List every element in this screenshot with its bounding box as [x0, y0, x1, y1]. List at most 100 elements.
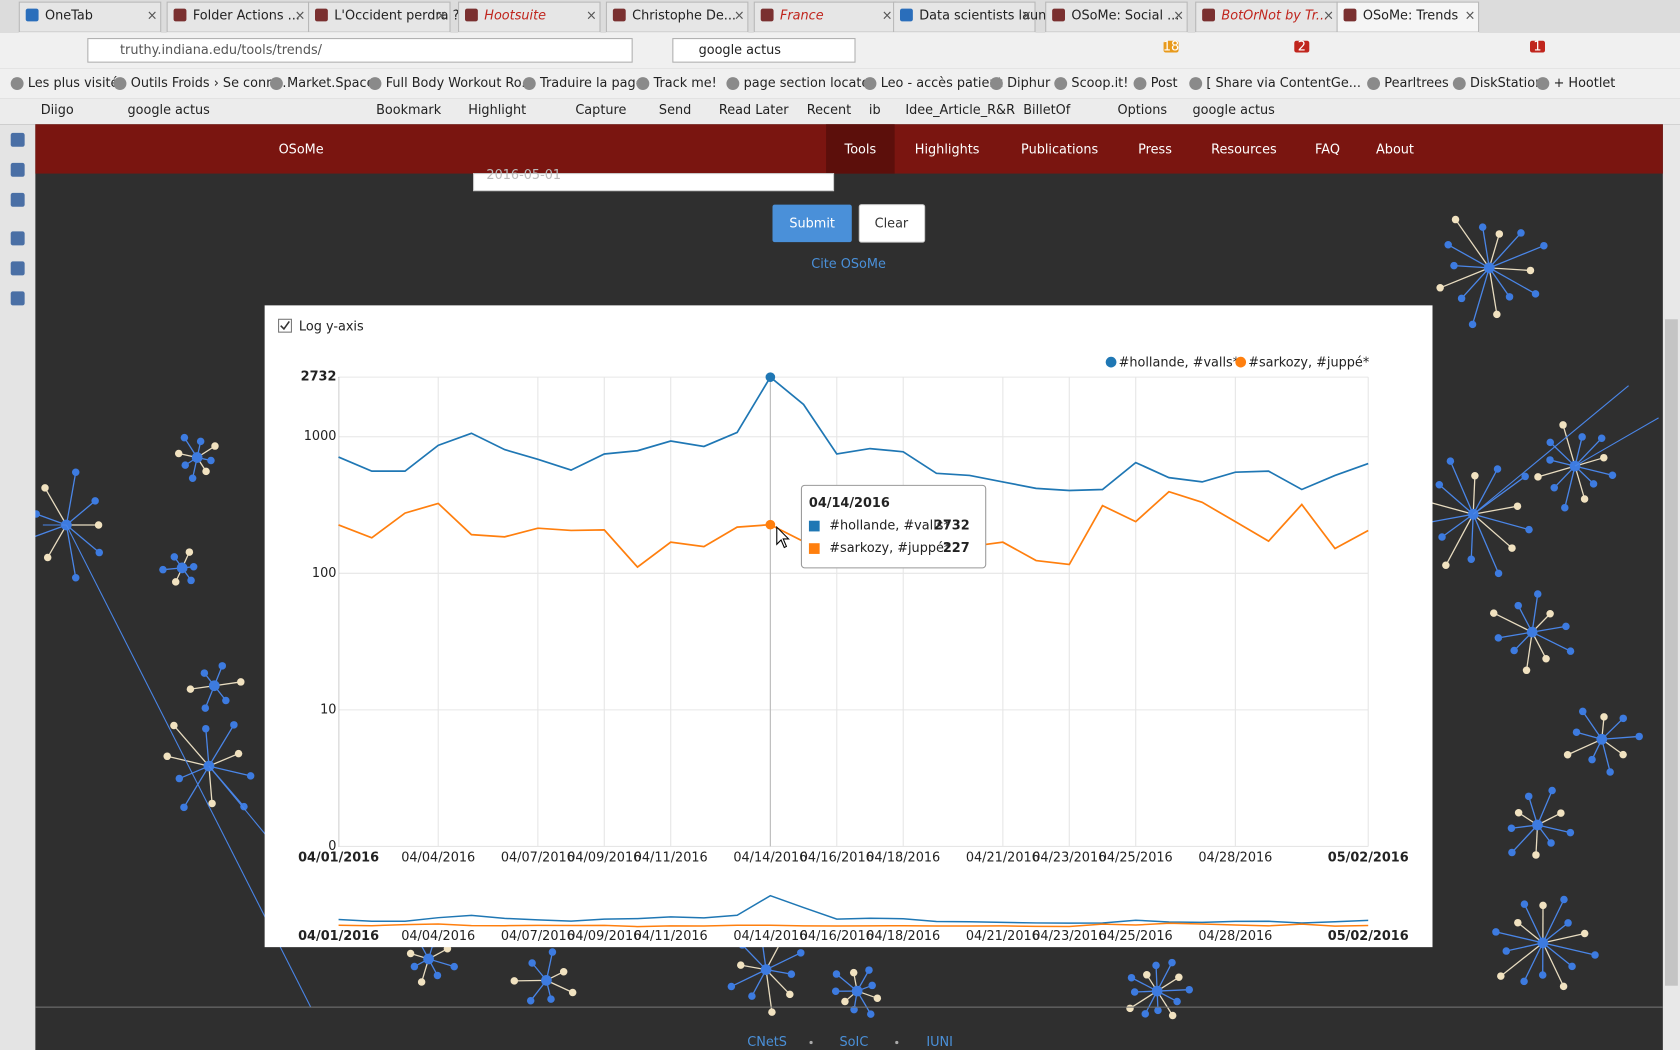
tab-title[interactable]: Data scientists laun...: [919, 9, 1058, 24]
bookmark[interactable]: Scoop.it!: [1071, 76, 1128, 91]
network-node: [171, 578, 180, 586]
nav-link[interactable]: Resources: [1211, 143, 1277, 158]
bookmark[interactable]: + Hootlet: [1554, 76, 1616, 91]
log-checkbox-label[interactable]: Log y-axis: [299, 319, 364, 334]
network-node: [163, 752, 171, 761]
bookmark[interactable]: Les plus visités: [28, 76, 126, 91]
network-node: [1468, 320, 1477, 329]
diigo-item[interactable]: Idee_Article_R&R: [905, 103, 1015, 118]
footer-link[interactable]: SoIC: [840, 1035, 869, 1050]
tab-title[interactable]: OSoMe: Trends: [1363, 9, 1459, 24]
side-icon[interactable]: [10, 162, 25, 177]
diigo-item[interactable]: Diigo: [41, 103, 74, 118]
footer-link[interactable]: CNetS: [747, 1035, 787, 1050]
diigo-item[interactable]: Highlight: [468, 103, 526, 118]
diigo-item[interactable]: BilletOf: [1023, 103, 1071, 118]
network-edge: [183, 765, 210, 808]
search-text[interactable]: google actus: [699, 43, 782, 58]
browser-tab[interactable]: [458, 1, 601, 33]
diigo-item[interactable]: Send: [659, 103, 691, 118]
tab-title[interactable]: BotOrNot by Tr...: [1221, 9, 1328, 24]
clear-label[interactable]: Clear: [875, 216, 909, 231]
diigo-item[interactable]: Bookmark: [376, 103, 442, 118]
url-text[interactable]: truthy.indiana.edu/tools/trends/: [120, 43, 323, 58]
side-icon[interactable]: [10, 261, 25, 276]
bookmark[interactable]: Market.Space: [287, 76, 374, 91]
tooltip-value: 227: [943, 541, 970, 556]
side-icon[interactable]: [10, 192, 25, 207]
bookmark[interactable]: Post: [1151, 76, 1178, 91]
log-checkbox[interactable]: [278, 318, 292, 333]
side-icon[interactable]: [10, 132, 25, 147]
diigo-item[interactable]: Recent: [807, 103, 851, 118]
network-edge: [1453, 264, 1490, 269]
tab-title[interactable]: Folder Actions ...: [193, 9, 300, 24]
submit-label[interactable]: Submit: [789, 216, 835, 231]
network-edge: [1523, 942, 1544, 982]
diigo-item[interactable]: Capture: [575, 103, 626, 118]
legend-swatch[interactable]: [1235, 356, 1247, 368]
bookmark[interactable]: Outils Froids › Se conn...: [131, 76, 287, 91]
nav-link[interactable]: About: [1376, 143, 1414, 158]
network-edge: [1542, 942, 1573, 967]
tab-title[interactable]: L'Occident perdra ?: [334, 9, 459, 24]
tab-close: ×: [295, 9, 306, 24]
tab-title[interactable]: France: [780, 9, 824, 24]
legend-label[interactable]: #hollande, #valls*: [1119, 356, 1240, 371]
bookmark[interactable]: Leo - accès patient: [881, 76, 1003, 91]
network-node: [180, 803, 188, 812]
footer-link[interactable]: IUNI: [926, 1035, 953, 1050]
network-edge: [66, 500, 96, 526]
diigo-item[interactable]: google actus: [127, 103, 210, 118]
diigo-item[interactable]: google actus: [1193, 103, 1276, 118]
network-node: [1580, 495, 1589, 503]
tab-title[interactable]: Christophe De...: [632, 9, 736, 24]
nav-link[interactable]: Tools: [844, 143, 877, 158]
x-tick-label: 05/02/2016: [1328, 851, 1409, 866]
diigo-item[interactable]: ib: [869, 103, 881, 118]
bookmark[interactable]: Diphur: [1007, 76, 1051, 91]
browser-tab[interactable]: [753, 1, 897, 33]
bookmark[interactable]: page section locator: [744, 76, 876, 91]
network-node: [450, 962, 458, 971]
bookmark[interactable]: DiskStation: [1470, 76, 1543, 91]
side-icon[interactable]: [10, 291, 25, 306]
cite-link[interactable]: Cite OSoMe: [811, 257, 886, 272]
badge: [1163, 40, 1179, 53]
nav-link[interactable]: Press: [1138, 143, 1172, 158]
search-bar[interactable]: [672, 38, 856, 63]
tooltip-name: #sarkozy, #juppé*: [829, 541, 951, 556]
tab-title[interactable]: OSoMe: Social ...: [1071, 9, 1179, 24]
legend-swatch[interactable]: [1105, 356, 1117, 368]
nav-link[interactable]: Publications: [1021, 143, 1098, 158]
nav-link[interactable]: Highlights: [915, 143, 980, 158]
browser-tab[interactable]: [18, 1, 162, 33]
date-input[interactable]: [473, 173, 835, 192]
network-node: [208, 799, 216, 808]
submit-button[interactable]: [772, 204, 852, 243]
bookmark-icon: [863, 77, 877, 90]
browser-tab[interactable]: [1045, 1, 1188, 33]
diigo-item[interactable]: Read Later: [719, 103, 789, 118]
network-node: [1561, 503, 1569, 512]
browser-tab[interactable]: [308, 1, 451, 33]
browser-tab[interactable]: [893, 1, 1036, 33]
clear-button[interactable]: [858, 204, 926, 243]
bookmark[interactable]: Track me!: [653, 76, 717, 91]
scroll-thumb[interactable]: [1665, 319, 1678, 986]
network-edge: [1449, 460, 1474, 515]
brand[interactable]: OSoMe: [279, 143, 324, 158]
tab-title[interactable]: OneTab: [45, 9, 93, 24]
url-bar[interactable]: [87, 38, 633, 63]
bookmark[interactable]: Full Body Workout Ro...: [386, 76, 534, 91]
diigo-item[interactable]: Options: [1118, 103, 1168, 118]
bookmark[interactable]: Traduire la page: [539, 76, 644, 91]
legend-label[interactable]: #sarkozy, #juppé*: [1248, 356, 1370, 371]
side-icon[interactable]: [10, 231, 25, 246]
network-edge: [1574, 465, 1613, 476]
bookmark[interactable]: [ Share via ContentGe...: [1206, 76, 1361, 91]
network-node: [867, 1010, 875, 1018]
tab-title[interactable]: Hootsuite: [484, 9, 546, 24]
bookmark[interactable]: Pearltrees: [1384, 76, 1449, 91]
nav-link[interactable]: FAQ: [1315, 143, 1340, 158]
